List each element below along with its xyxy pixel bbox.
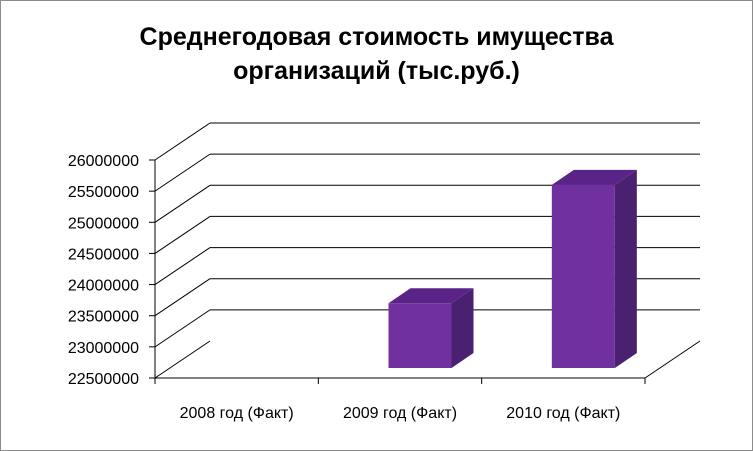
- axis-layer: [149, 159, 701, 384]
- y-tick-label: 25500000: [68, 184, 139, 201]
- bar-front: [388, 303, 452, 368]
- gridline-side: [154, 122, 211, 161]
- bar-side: [614, 169, 637, 368]
- x-category-label: 2008 год (Факт): [180, 405, 294, 422]
- floor-right-edge: [644, 340, 701, 379]
- y-tick-label: 22500000: [68, 371, 139, 388]
- bar-front: [551, 184, 615, 368]
- chart-title-line-2: организаций (тыс.руб.): [233, 57, 520, 85]
- bars-layer: [388, 169, 637, 368]
- bar: [551, 169, 637, 368]
- bar: [388, 288, 474, 368]
- y-tick-label: 23500000: [68, 309, 139, 326]
- gridline-side: [154, 309, 211, 348]
- bar-side: [451, 288, 474, 368]
- y-tick-label: 25000000: [68, 215, 139, 232]
- gridline-side: [154, 216, 211, 254]
- gridline-side: [154, 278, 211, 317]
- bar-top: [551, 169, 637, 185]
- y-tick-label: 23000000: [68, 340, 139, 357]
- y-tick-label: 24500000: [68, 246, 139, 263]
- chart-title: Среднегодовая стоимость имущества органи…: [0, 20, 753, 88]
- bar-top: [388, 288, 474, 304]
- y-tick-label: 24000000: [68, 278, 139, 295]
- chart-title-line-1: Среднегодовая стоимость имущества: [139, 23, 614, 51]
- x-category-label: 2009 год (Факт): [343, 405, 457, 422]
- gridline-side: [154, 153, 211, 192]
- gridline-side: [154, 184, 211, 223]
- gridline-side: [154, 247, 211, 285]
- gridline-side: [154, 340, 211, 379]
- y-tick-label: 26000000: [68, 153, 139, 170]
- labels-layer: 26000000 25500000 25000000 24500000 24000000…: [68, 153, 621, 422]
- x-category-label: 2010 год (Факт): [506, 405, 620, 422]
